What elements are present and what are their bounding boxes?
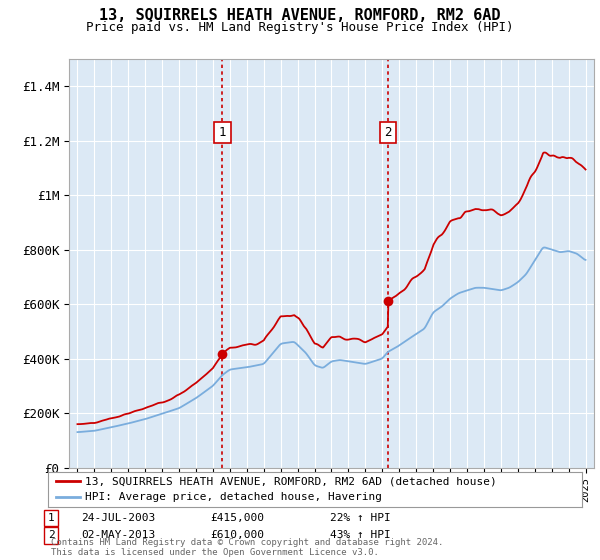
- Text: 1: 1: [47, 513, 55, 523]
- Text: 13, SQUIRRELS HEATH AVENUE, ROMFORD, RM2 6AD: 13, SQUIRRELS HEATH AVENUE, ROMFORD, RM2…: [99, 8, 501, 24]
- Text: 24-JUL-2003: 24-JUL-2003: [81, 513, 155, 523]
- Text: £610,000: £610,000: [210, 530, 264, 540]
- Text: 2: 2: [384, 126, 392, 139]
- Text: £415,000: £415,000: [210, 513, 264, 523]
- Text: 02-MAY-2013: 02-MAY-2013: [81, 530, 155, 540]
- Text: 22% ↑ HPI: 22% ↑ HPI: [330, 513, 391, 523]
- Text: 2: 2: [47, 530, 55, 540]
- Text: 43% ↑ HPI: 43% ↑ HPI: [330, 530, 391, 540]
- Text: 13, SQUIRRELS HEATH AVENUE, ROMFORD, RM2 6AD (detached house): 13, SQUIRRELS HEATH AVENUE, ROMFORD, RM2…: [85, 476, 497, 486]
- Text: Price paid vs. HM Land Registry's House Price Index (HPI): Price paid vs. HM Land Registry's House …: [86, 21, 514, 34]
- Text: Contains HM Land Registry data © Crown copyright and database right 2024.
This d: Contains HM Land Registry data © Crown c…: [51, 538, 443, 557]
- Text: HPI: Average price, detached house, Havering: HPI: Average price, detached house, Have…: [85, 492, 382, 502]
- Text: 1: 1: [218, 126, 226, 139]
